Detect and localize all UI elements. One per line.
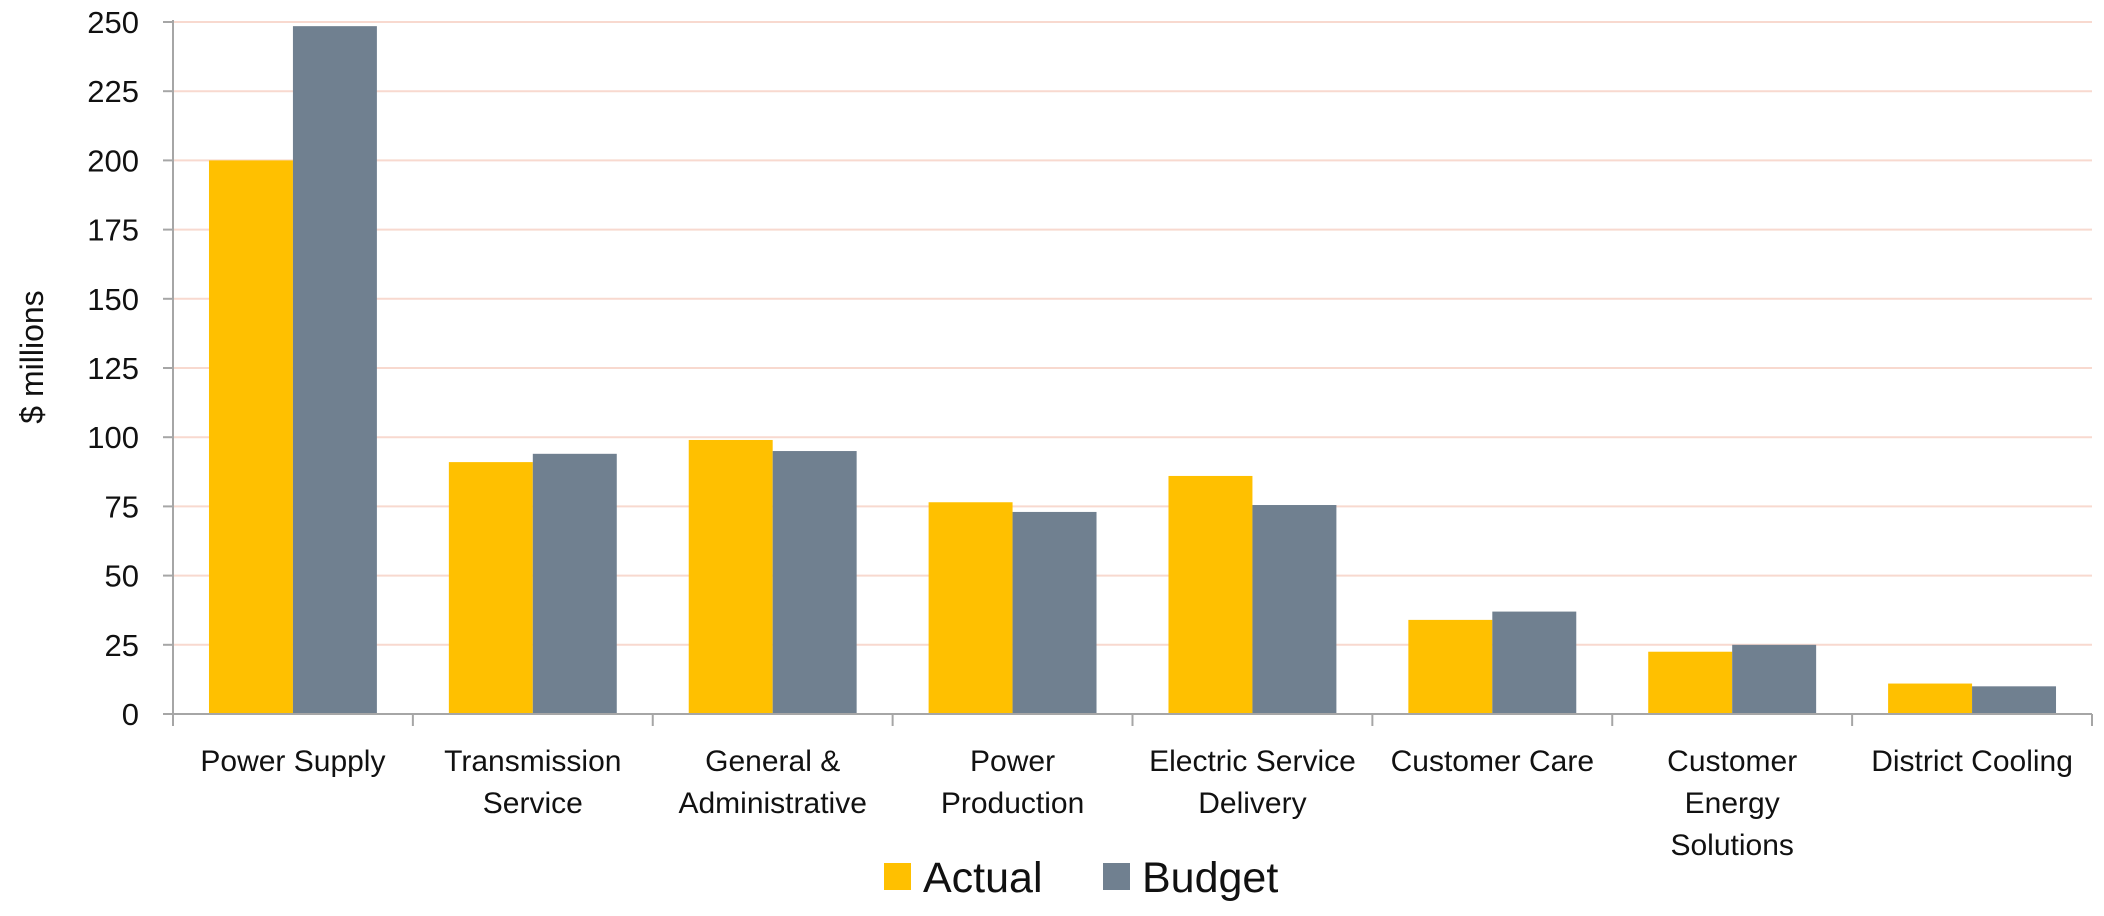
legend-swatch-budget	[1103, 863, 1130, 890]
bars	[208, 26, 2057, 715]
bar-actual-0	[208, 160, 293, 714]
y-tick-label: 50	[105, 559, 139, 594]
category-label: District Cooling	[1871, 745, 2073, 778]
y-tick-label: 100	[87, 420, 139, 455]
category-label: Customer Energy Solutions	[1667, 745, 1797, 862]
bar-budget-3	[1012, 511, 1097, 714]
bar-actual-1	[448, 462, 533, 714]
category-label: General & Administrative	[678, 745, 866, 820]
y-tick-label: 225	[87, 74, 139, 109]
y-tick-label: 0	[122, 697, 139, 732]
y-tick-label: 75	[105, 489, 139, 524]
bar-budget-6	[1732, 644, 1817, 714]
bar-actual-4	[1168, 475, 1253, 714]
y-tick-label: 125	[87, 351, 139, 386]
bar-actual-3	[928, 502, 1013, 714]
bar-budget-5	[1492, 611, 1577, 714]
category-label: Customer Care	[1391, 745, 1594, 778]
legend-label-actual: Actual	[923, 854, 1043, 902]
bar-actual-7	[1888, 683, 1973, 714]
category-labels: Power Supply Transmission Service General &…	[200, 745, 2073, 862]
category-label: Power Supply	[200, 745, 385, 778]
legend: Actual Budget	[884, 854, 1278, 902]
y-tick-labels: 0 25 50 75 100 125 150 175 200 225 250	[87, 5, 139, 732]
bar-actual-2	[688, 439, 773, 714]
y-tick-label: 200	[87, 143, 139, 178]
axes	[163, 20, 2093, 726]
y-tick-label: 175	[87, 213, 139, 248]
bar-budget-1	[532, 453, 617, 714]
category-label: Transmission Service	[444, 745, 621, 820]
legend-label-budget: Budget	[1142, 854, 1278, 902]
y-tick-label: 150	[87, 282, 139, 317]
y-axis-title: $ millions	[14, 290, 50, 423]
y-tick-label: 25	[105, 628, 139, 663]
bar-actual-5	[1408, 619, 1493, 714]
bar-budget-0	[292, 26, 377, 715]
bar-budget-2	[772, 451, 857, 714]
bar-budget-4	[1252, 505, 1337, 714]
bar-actual-6	[1648, 651, 1733, 714]
legend-swatch-actual	[884, 863, 911, 890]
category-label: Power Production	[941, 745, 1084, 820]
category-label: Electric Service Delivery	[1149, 745, 1356, 820]
y-tick-label: 250	[87, 5, 139, 40]
bar-budget-7	[1972, 686, 2057, 714]
